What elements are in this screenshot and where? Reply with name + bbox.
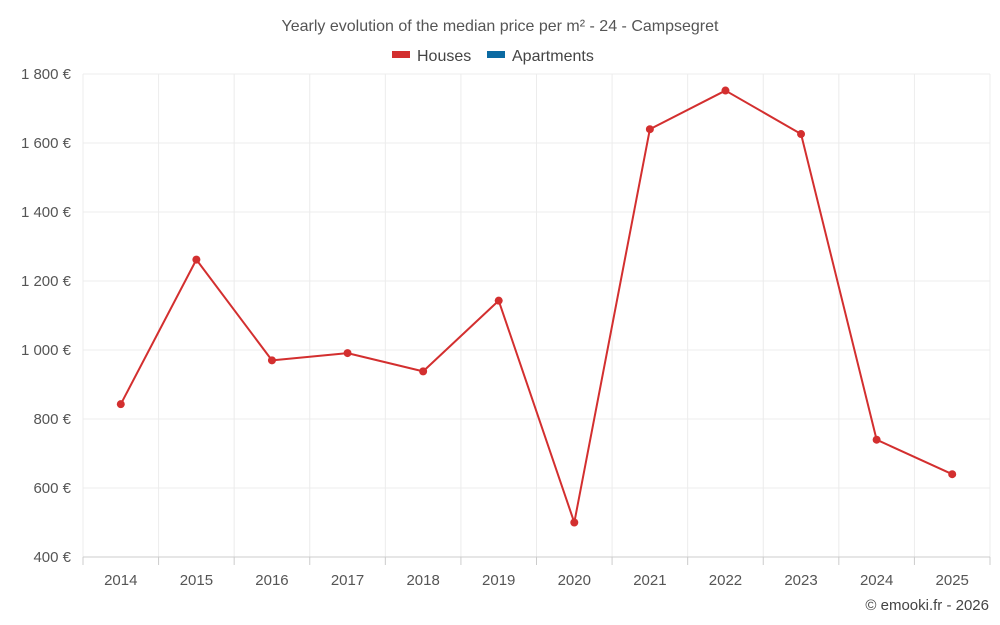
x-tick-label: 2020 [558, 572, 591, 589]
credit-text: © emooki.fr - 2026 [865, 597, 989, 614]
y-tick-label: 1 200 € [21, 273, 72, 290]
y-tick-label: 1 000 € [21, 342, 72, 359]
data-point-houses-2025[interactable] [948, 470, 957, 479]
axes: 400 € 600 € 800 € 1 000 € 1 200 € 1 400 € 1 60… [21, 66, 991, 589]
legend-item-houses[interactable]: Houses [392, 48, 471, 65]
x-tick-label: 2021 [633, 572, 666, 589]
data-point-houses-2019[interactable] [494, 296, 503, 305]
y-tick-label: 1 800 € [21, 66, 72, 83]
x-tick-label: 2025 [936, 572, 969, 589]
x-tick-label: 2017 [331, 572, 364, 589]
legend-swatch-apartments [487, 51, 505, 58]
legend: Houses Apartments [392, 48, 594, 65]
data-point-houses-2021[interactable] [645, 125, 654, 134]
x-tick-label: 2015 [180, 572, 213, 589]
series-line-houses [119, 89, 953, 524]
x-tick-label: 2014 [104, 572, 137, 589]
legend-item-apartments[interactable]: Apartments [487, 48, 594, 65]
chart-title: Yearly evolution of the median price per… [282, 18, 720, 35]
x-tick-label: 2022 [709, 572, 742, 589]
data-point-houses-2018[interactable] [419, 367, 428, 376]
y-tick-label: 600 € [33, 480, 71, 497]
y-tick-label: 400 € [33, 549, 71, 566]
x-tick-label: 2016 [255, 572, 288, 589]
grid [82, 73, 991, 557]
legend-label-apartments: Apartments [512, 48, 594, 65]
data-point-houses-2020[interactable] [570, 518, 579, 527]
x-tick-label: 2023 [784, 572, 817, 589]
x-tick-label: 2019 [482, 572, 515, 589]
data-point-houses-2014[interactable] [116, 400, 125, 409]
legend-swatch-houses [392, 51, 410, 58]
data-point-houses-2022[interactable] [721, 86, 730, 95]
data-point-houses-2017[interactable] [343, 349, 352, 358]
data-point-houses-2024[interactable] [872, 435, 881, 444]
x-tick-label: 2024 [860, 572, 893, 589]
y-tick-label: 1 600 € [21, 135, 72, 152]
series [116, 86, 957, 527]
x-tick-label: 2018 [406, 572, 439, 589]
data-point-houses-2023[interactable] [797, 130, 806, 139]
y-tick-label: 800 € [33, 411, 71, 428]
legend-label-houses: Houses [417, 48, 471, 65]
data-point-houses-2016[interactable] [267, 356, 276, 365]
y-tick-label: 1 400 € [21, 204, 72, 221]
data-point-houses-2015[interactable] [192, 255, 201, 264]
